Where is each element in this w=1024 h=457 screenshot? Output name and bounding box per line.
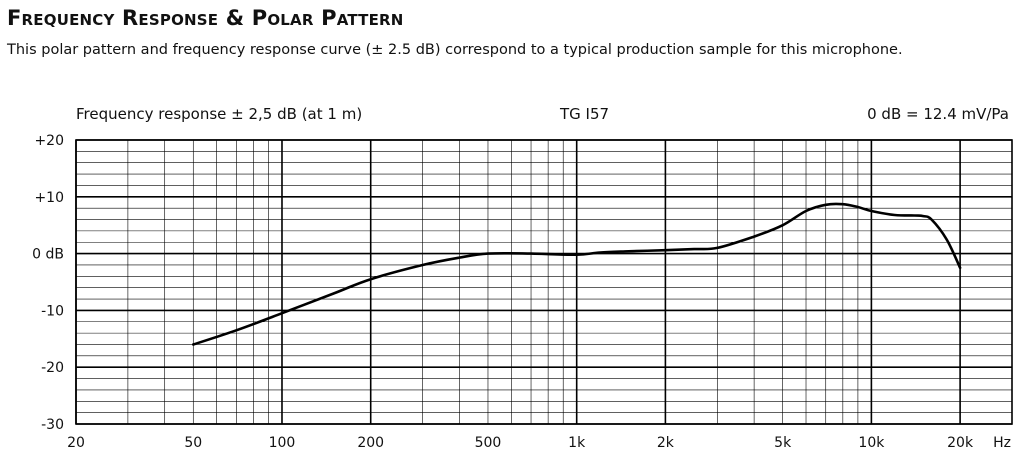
- x-tick-label: 10k: [858, 435, 885, 451]
- x-tick-label: 20k: [947, 435, 974, 451]
- x-tick-label: 20: [67, 435, 85, 451]
- x-tick-label: 100: [269, 435, 296, 451]
- grid-minor: [76, 140, 1012, 424]
- x-axis-ticks: 20 50 100 200 500 1k 2k 5k 10k 20k Hz: [67, 435, 1011, 451]
- chart-caption-left: Frequency response ± 2,5 dB (at 1 m): [76, 105, 363, 123]
- chart-caption-center: TG I57: [560, 105, 610, 123]
- x-tick-label: 50: [184, 435, 202, 451]
- y-tick-label: -20: [41, 360, 64, 376]
- page-subtitle: This polar pattern and frequency respons…: [7, 42, 903, 58]
- x-tick-label: 200: [357, 435, 384, 451]
- x-tick-label: 5k: [774, 435, 792, 451]
- x-tick-label: 1k: [568, 435, 586, 451]
- page-title: Frequency Response & Polar Pattern: [7, 6, 404, 30]
- y-tick-label: -10: [41, 303, 64, 319]
- y-tick-label: +10: [34, 190, 64, 206]
- y-tick-label: -30: [41, 417, 64, 433]
- y-axis-ticks: +20 +10 0 dB -10 -20 -30: [32, 133, 64, 433]
- chart-caption-right: 0 dB = 12.4 mV/Pa: [867, 105, 1009, 123]
- x-tick-label: 500: [475, 435, 502, 451]
- plot-frame: [75, 139, 1013, 425]
- x-axis-unit-label: Hz: [993, 435, 1011, 451]
- response-curve-line: [192, 202, 962, 346]
- y-tick-label: +20: [34, 133, 64, 149]
- y-tick-label: 0 dB: [32, 247, 64, 263]
- x-tick-label: 2k: [657, 435, 675, 451]
